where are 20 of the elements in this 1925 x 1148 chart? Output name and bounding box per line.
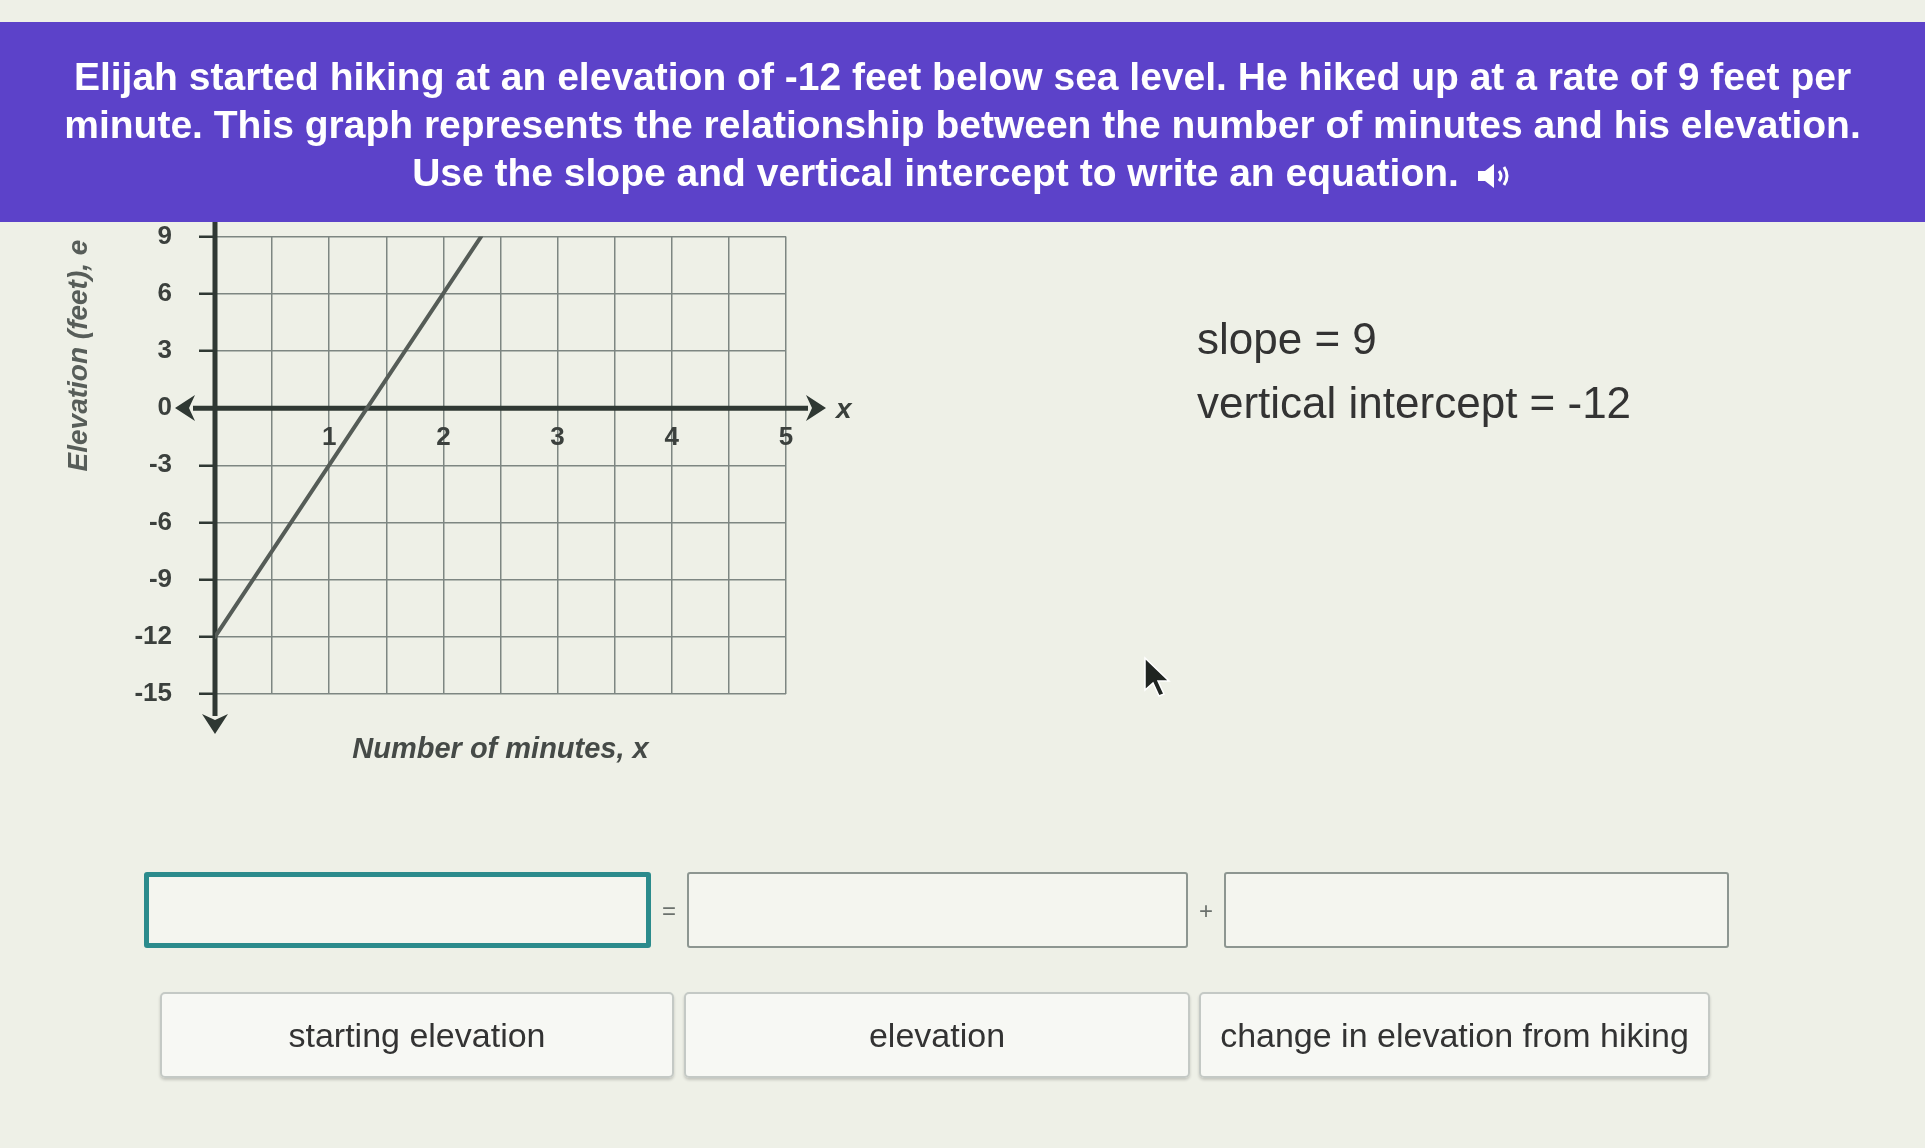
text: x xyxy=(834,392,853,424)
answer-tile: starting elevation xyxy=(160,992,674,1078)
text: Elijah started hiking at an elevation of -12 feet below sea level. He hiked up at a rate of 9 feet per minute. This graph represents the relationship between the number of minutes and his elevation. Use the slope and vertical intercept to write an equation. xyxy=(64,55,1861,194)
y-axis-title: Elevation (feet), e xyxy=(61,239,93,472)
y-tick-label: -15 xyxy=(134,677,172,708)
answer-tile: elevation xyxy=(684,992,1190,1078)
answer-tile: change in elevation from hiking xyxy=(1199,992,1710,1078)
y-tick-label: -12 xyxy=(134,620,172,650)
text: + xyxy=(1198,896,1214,926)
text: slope = 9 xyxy=(1197,314,1377,364)
y-tick-label: -9 xyxy=(148,562,172,593)
y-tick-label: -3 xyxy=(148,448,172,479)
x-axis-title: Number of minutes, x xyxy=(352,732,651,764)
y-tick-label: 6 xyxy=(157,276,172,307)
y-tick-label: 3 xyxy=(157,334,172,365)
y-tick-label: -6 xyxy=(148,505,172,536)
text: vertical intercept = -12 xyxy=(1197,378,1632,428)
text: = xyxy=(661,896,677,926)
y-tick-label: 0 xyxy=(157,391,172,422)
y-tick-label: 9 xyxy=(157,219,172,250)
